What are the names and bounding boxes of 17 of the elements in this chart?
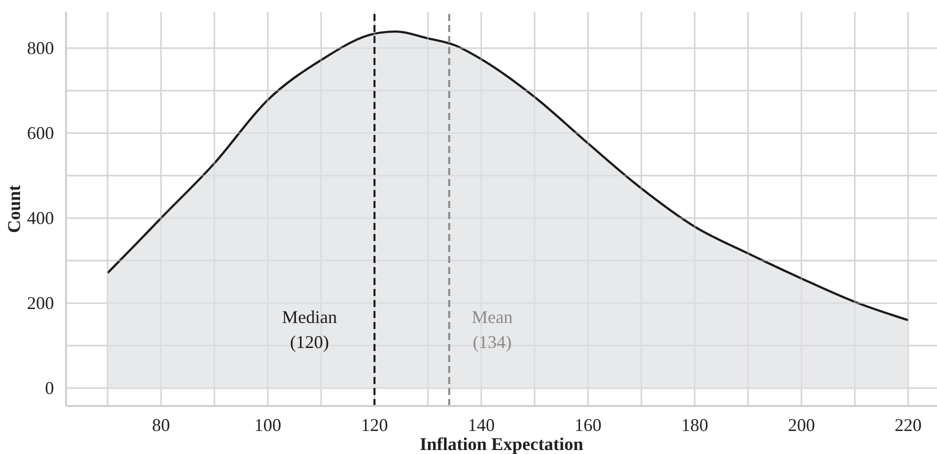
x-tick-label: 80	[152, 414, 170, 435]
ref-line-label: Mean (134)	[472, 307, 513, 352]
y-axis-title: Count	[4, 184, 24, 234]
x-tick-label: 200	[788, 414, 815, 435]
y-tick-label: 0	[45, 378, 54, 398]
x-axis-title: Inflation Expectation	[420, 434, 584, 454]
ref-line-label: Median (120)	[282, 307, 337, 352]
x-tick-label: 220	[894, 414, 922, 435]
y-tick-label: 600	[27, 122, 54, 143]
x-tick-label: 160	[574, 414, 602, 435]
x-tick-label: 120	[360, 414, 388, 435]
x-tick-label: 180	[681, 414, 708, 435]
y-tick-label: 400	[27, 208, 54, 228]
x-tick-label: 100	[254, 414, 282, 435]
y-tick-label: 800	[27, 38, 54, 58]
y-tick-label: 200	[27, 292, 54, 313]
x-tick-label: 140	[468, 414, 495, 435]
